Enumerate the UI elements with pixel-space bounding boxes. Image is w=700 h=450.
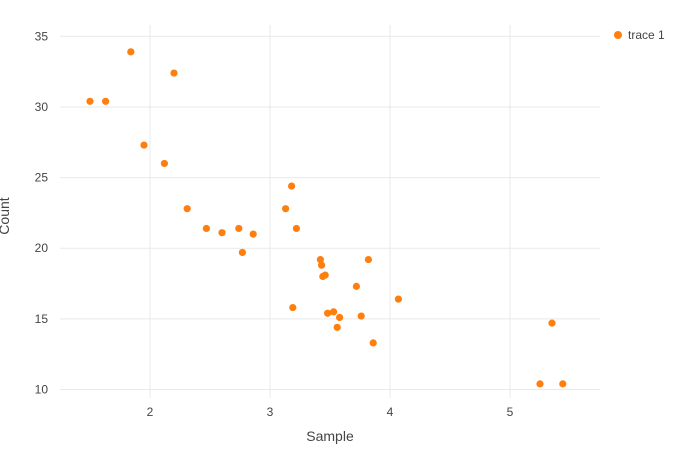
- data-point[interactable]: [559, 380, 567, 388]
- x-tick-label: 3: [267, 405, 274, 419]
- legend-item-trace1[interactable]: trace 1: [614, 28, 665, 42]
- data-point[interactable]: [102, 97, 110, 105]
- data-point[interactable]: [170, 69, 178, 77]
- y-tick-label: 15: [35, 312, 49, 326]
- x-tick-label: 4: [387, 405, 394, 419]
- y-tick-label: 20: [35, 241, 49, 255]
- data-point[interactable]: [282, 205, 290, 213]
- x-tick-label: 2: [147, 405, 154, 419]
- legend-label: trace 1: [628, 28, 665, 42]
- data-point[interactable]: [316, 255, 324, 264]
- data-point[interactable]: [183, 205, 191, 213]
- data-point[interactable]: [352, 282, 360, 290]
- data-point[interactable]: [330, 308, 338, 316]
- data-point[interactable]: [318, 261, 326, 269]
- data-point[interactable]: [288, 182, 296, 190]
- y-tick-label: 10: [35, 383, 49, 397]
- y-tick-label: 30: [35, 100, 49, 114]
- data-point[interactable]: [536, 380, 544, 388]
- data-point[interactable]: [321, 271, 329, 279]
- data-point[interactable]: [292, 224, 300, 233]
- y-tick-label: 35: [35, 29, 49, 43]
- y-axis-title: Count: [0, 197, 12, 235]
- data-point[interactable]: [357, 312, 365, 320]
- legend-marker-icon: [614, 31, 622, 39]
- data-point[interactable]: [218, 229, 226, 237]
- data-point[interactable]: [127, 48, 135, 56]
- data-point[interactable]: [140, 141, 148, 149]
- data-point[interactable]: [235, 224, 243, 233]
- data-point[interactable]: [548, 319, 556, 327]
- data-point[interactable]: [289, 303, 297, 312]
- data-point[interactable]: [202, 224, 210, 233]
- data-point[interactable]: [249, 230, 257, 238]
- data-point[interactable]: [238, 248, 246, 257]
- data-point[interactable]: [160, 159, 168, 168]
- data-point[interactable]: [333, 323, 341, 331]
- data-point[interactable]: [369, 339, 377, 347]
- x-tick-label: 5: [507, 405, 514, 419]
- data-point[interactable]: [394, 295, 402, 303]
- x-axis-title: Sample: [306, 428, 354, 444]
- data-point[interactable]: [86, 97, 94, 105]
- data-point[interactable]: [324, 309, 332, 317]
- data-point[interactable]: [336, 313, 344, 322]
- data-point[interactable]: [364, 255, 372, 264]
- y-tick-label: 25: [35, 171, 49, 185]
